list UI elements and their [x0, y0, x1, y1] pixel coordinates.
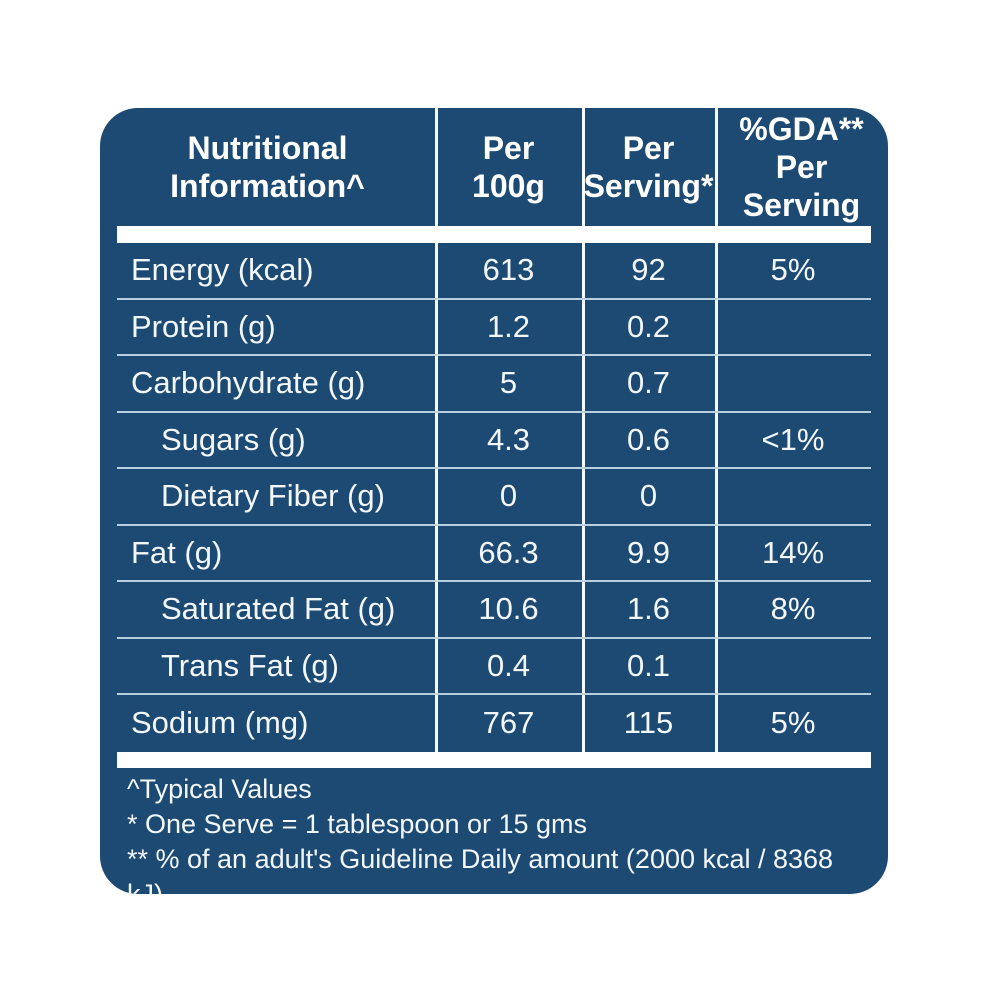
table-row-saturated-fat: Saturated Fat (g) 10.6 1.6 8% [117, 582, 871, 639]
value-per-serving: 0.6 [626, 421, 671, 457]
column-separator-line [715, 108, 718, 752]
table-row-fat: Fat (g) 66.3 9.9 14% [117, 526, 871, 582]
row-label: Protein (g) [131, 308, 276, 344]
table-row-protein: Protein (g) 1.2 0.2 [117, 300, 871, 356]
value-per-serving: 9.9 [626, 534, 671, 570]
column-separator-line [582, 108, 585, 752]
value-per-100g: 613 [482, 252, 535, 288]
footnote-gda-definition: ** % of an adult's Guideline Daily amoun… [127, 844, 834, 894]
row-label: Fat (g) [131, 534, 223, 570]
table-header-row: Nutritional Information^ Per 100g Per Se… [100, 108, 888, 226]
row-label: Energy (kcal) [131, 252, 314, 288]
value-per-100g: 5 [499, 365, 518, 401]
header-per-serving: Per Serving* [583, 130, 714, 204]
value-per-serving: 0.2 [626, 308, 671, 344]
footer-divider-bar [117, 752, 871, 768]
value-per-100g: 0.4 [486, 647, 531, 683]
table-row-sodium: Sodium (mg) 767 115 5% [117, 695, 871, 752]
table-row-dietary-fiber: Dietary Fiber (g) 0 0 [117, 469, 871, 526]
row-label: Sodium (mg) [131, 705, 309, 741]
column-separator-line [435, 108, 438, 752]
value-per-serving: 0.1 [626, 647, 671, 683]
value-gda: 5% [770, 705, 816, 741]
footnotes: ^Typical Values * One Serve = 1 tablespo… [127, 772, 870, 894]
row-label: Saturated Fat (g) [161, 591, 396, 627]
value-gda: <1% [761, 421, 825, 457]
value-gda: 14% [761, 534, 825, 570]
value-per-100g: 767 [482, 705, 535, 741]
value-gda: 8% [770, 591, 816, 627]
value-per-serving: 0.7 [626, 365, 671, 401]
value-gda: 5% [770, 252, 816, 288]
value-per-serving: 1.6 [626, 591, 671, 627]
value-per-100g: 0 [499, 478, 518, 514]
row-label: Trans Fat (g) [161, 647, 339, 683]
value-per-100g: 4.3 [486, 421, 531, 457]
table-row-trans-fat: Trans Fat (g) 0.4 0.1 [117, 639, 871, 695]
value-per-100g: 66.3 [478, 534, 539, 570]
row-label: Carbohydrate (g) [131, 365, 366, 401]
header-divider-bar [117, 226, 871, 243]
value-per-serving: 92 [631, 252, 666, 288]
row-label: Sugars (g) [161, 421, 306, 457]
nutrition-label-card: Nutritional Information^ Per 100g Per Se… [100, 108, 888, 894]
table-row-sugars: Sugars (g) 4.3 0.6 <1% [117, 413, 871, 469]
table-row-energy: Energy (kcal) 613 92 5% [117, 243, 871, 300]
value-per-100g: 10.6 [478, 591, 539, 627]
row-label: Dietary Fiber (g) [161, 478, 385, 514]
value-per-100g: 1.2 [486, 308, 531, 344]
header-nutritional-information: Nutritional Information^ [170, 130, 365, 204]
nutrition-table-body: Energy (kcal) 613 92 5% Protein (g) 1.2 … [117, 243, 871, 752]
header-per-100g: Per 100g [472, 130, 545, 204]
table-row-carbohydrate: Carbohydrate (g) 5 0.7 [117, 356, 871, 413]
value-per-serving: 115 [623, 705, 674, 741]
value-per-serving: 0 [639, 478, 658, 514]
footnote-typical-values: ^Typical Values [127, 774, 312, 804]
footnote-one-serve: * One Serve = 1 tablespoon or 15 gms [127, 809, 588, 839]
header-gda-per-serving: %GDA** Per Serving [739, 111, 864, 223]
